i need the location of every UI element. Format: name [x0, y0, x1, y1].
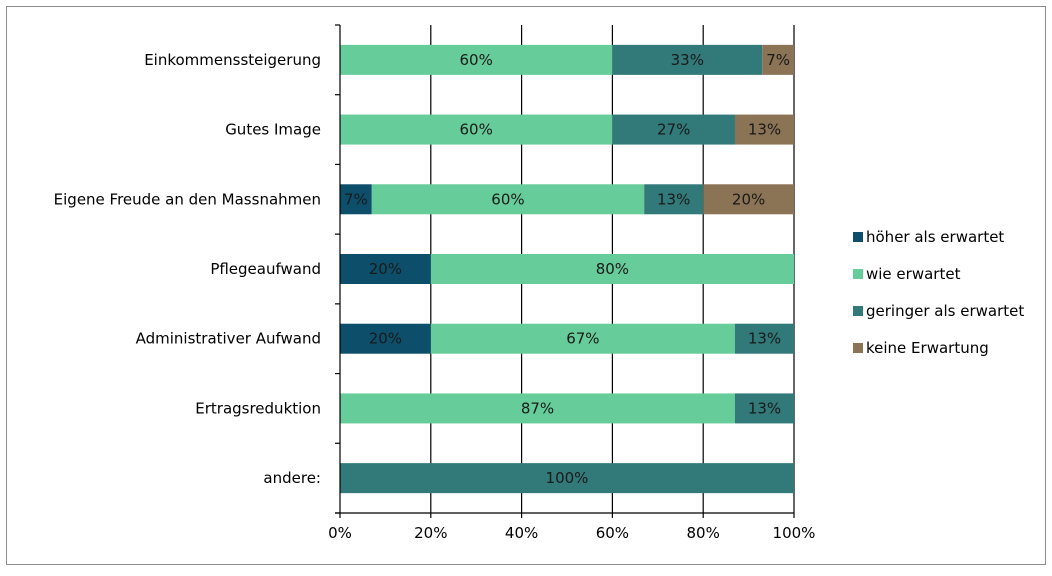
data-label: 80% — [596, 260, 629, 278]
legend-swatch — [853, 343, 863, 353]
bar-segment-wie-erwartet — [430, 254, 794, 284]
data-label: 13% — [748, 121, 781, 139]
data-label: 13% — [657, 190, 690, 208]
data-label: 100% — [546, 469, 589, 487]
x-tick-label: 0% — [328, 524, 352, 542]
bar-segment-wie-erwartet — [340, 393, 735, 424]
data-label: 60% — [460, 51, 493, 69]
bar-segment-höher-als-erwartet — [340, 323, 431, 354]
bar-segment-keine-erwartung — [734, 114, 794, 145]
bar-segment-geringer-als-erwartet — [340, 463, 794, 494]
bar-segment-geringer-als-erwartet — [734, 393, 794, 424]
legend-swatch — [853, 306, 863, 316]
legend-label: keine Erwartung — [866, 339, 989, 357]
data-label: 20% — [369, 330, 402, 348]
bar-segment-geringer-als-erwartet — [734, 323, 794, 354]
bar-segment-geringer-als-erwartet — [612, 114, 735, 145]
bar-segment-wie-erwartet — [371, 184, 645, 215]
x-tick-label: 80% — [687, 524, 720, 542]
legend-label: höher als erwartet — [866, 228, 1004, 246]
x-tick-label: 60% — [596, 524, 629, 542]
bar-segment-wie-erwartet — [340, 44, 613, 75]
axes: 0% 20% 40% 60% 80% 100% Einkommenssteigerung Gu… — [54, 24, 816, 542]
category-label: Ertragsreduktion — [195, 399, 321, 417]
data-label: 60% — [460, 121, 493, 139]
x-tick-label: 20% — [414, 524, 447, 542]
bar-segment-höher-als-erwartet — [340, 254, 431, 284]
bar-segment-keine-erwartung — [703, 184, 794, 215]
bars: 60% 33% 7% 60% 27% 13% 7% 60% 13% 20% 20% 80% 20% 67%… — [340, 44, 794, 494]
category-label: Administrativer Aufwand — [136, 330, 321, 348]
bar-segment-wie-erwartet — [430, 323, 735, 354]
data-label: 7% — [766, 51, 790, 69]
legend-label: wie erwartet — [866, 265, 961, 283]
data-label: 67% — [566, 330, 599, 348]
bar-segment-geringer-als-erwartet — [612, 44, 763, 75]
category-label: andere: — [263, 469, 321, 487]
data-label: 20% — [369, 260, 402, 278]
legend-swatch — [853, 269, 863, 279]
data-label: 33% — [671, 51, 704, 69]
bar-segment-höher-als-erwartet — [340, 184, 372, 215]
category-label: Pflegeaufwand — [210, 260, 321, 278]
category-label: Eigene Freude an den Massnahmen — [54, 190, 321, 208]
category-label: Einkommenssteigerung — [144, 51, 321, 69]
legend: höher als erwartet wie erwartet geringer a… — [853, 228, 1024, 357]
x-tick-label: 40% — [505, 524, 538, 542]
data-label: 13% — [748, 330, 781, 348]
data-label: 13% — [748, 399, 781, 417]
bar-segment-geringer-als-erwartet — [644, 184, 704, 215]
data-label: 87% — [521, 399, 554, 417]
bar-segment-wie-erwartet — [340, 114, 613, 145]
data-label: 20% — [732, 190, 765, 208]
data-label: 60% — [491, 190, 524, 208]
category-label: Gutes Image — [225, 121, 321, 139]
legend-label: geringer als erwartet — [866, 302, 1024, 320]
bar-segment-keine-erwartung — [762, 44, 794, 75]
data-label: 7% — [344, 190, 368, 208]
data-label: 27% — [657, 121, 690, 139]
x-tick-label: 100% — [773, 524, 816, 542]
legend-swatch — [853, 232, 863, 242]
